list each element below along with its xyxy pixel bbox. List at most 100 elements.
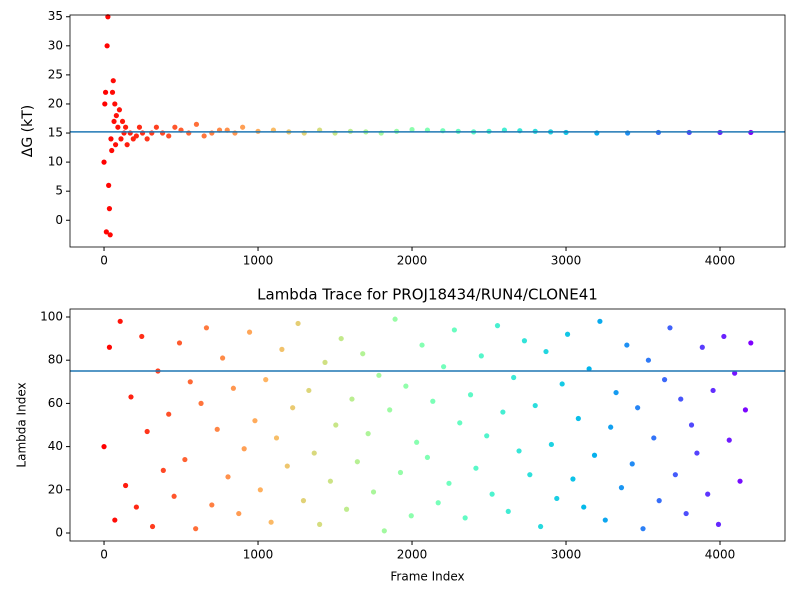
point [105,14,111,20]
plot-frame [69,14,786,248]
point [376,372,382,378]
point [103,229,109,235]
point [327,478,334,484]
point [457,420,463,426]
point [300,498,307,504]
point [230,385,236,391]
point [591,452,598,458]
y-tick-label: 30 [48,38,63,52]
point [613,389,619,396]
point [104,43,110,49]
point [144,136,150,142]
point [521,338,528,344]
point [597,318,603,324]
x-tick-label: 2000 [397,548,428,562]
point [106,344,113,350]
y-tick-label: 20 [48,96,63,110]
point [133,133,139,139]
point [737,478,743,484]
point [575,415,581,422]
point [311,450,317,456]
point [462,515,468,521]
x-axis-label: Frame Index [390,570,464,584]
point [284,463,290,469]
point [220,355,226,361]
point [629,461,635,467]
point [656,498,662,504]
point [110,78,116,84]
point [403,383,409,389]
point [112,101,118,107]
y-tick-label: 100 [40,309,63,323]
point [117,318,123,324]
point [171,493,177,499]
point [101,159,107,165]
point [252,418,258,424]
point [726,437,732,443]
point [618,485,625,491]
point [102,89,109,95]
point [279,346,285,352]
point [397,469,404,476]
point [500,409,506,415]
point [699,344,705,350]
point [106,182,112,188]
point [424,454,431,461]
point [133,504,139,510]
point [548,441,554,448]
point [365,431,371,437]
point [354,459,360,465]
point [586,366,592,372]
point [102,101,108,107]
point [172,124,178,130]
y-tick-label: 80 [48,353,63,367]
point [343,506,350,512]
point [435,500,441,506]
point [564,331,571,337]
point [624,342,630,348]
point [112,142,119,148]
y-tick-label: 40 [48,439,63,453]
point [694,450,700,456]
point [333,422,339,428]
point [661,377,668,383]
point [511,374,517,381]
point [581,504,587,510]
point [101,444,107,450]
chart-title: Lambda Trace for PROJ18434/RUN4/CLONE41 [257,286,598,304]
point [149,523,156,530]
point [494,323,501,329]
point [122,124,129,130]
point [306,387,312,394]
point [608,424,614,430]
point [538,523,544,530]
point [742,407,749,413]
point [484,433,490,439]
point [193,121,200,127]
point [263,377,269,383]
point [370,489,377,495]
point [268,519,274,525]
point [473,465,479,471]
point [602,517,608,523]
point [360,351,366,357]
point [715,521,722,527]
point [440,364,447,370]
point [106,206,113,212]
y-tick-label: 0 [55,213,63,227]
point [554,495,560,502]
point [505,508,511,515]
point [246,329,253,335]
point [108,136,114,142]
y-tick-label: 15 [48,126,63,140]
point [408,513,414,519]
point [672,472,678,478]
y-axis-label: ΔG (kT) [20,105,36,157]
point [559,381,565,387]
point [478,353,484,359]
x-tick-label: 3000 [551,548,582,562]
point [201,133,207,139]
point [409,126,415,133]
point [198,400,204,406]
